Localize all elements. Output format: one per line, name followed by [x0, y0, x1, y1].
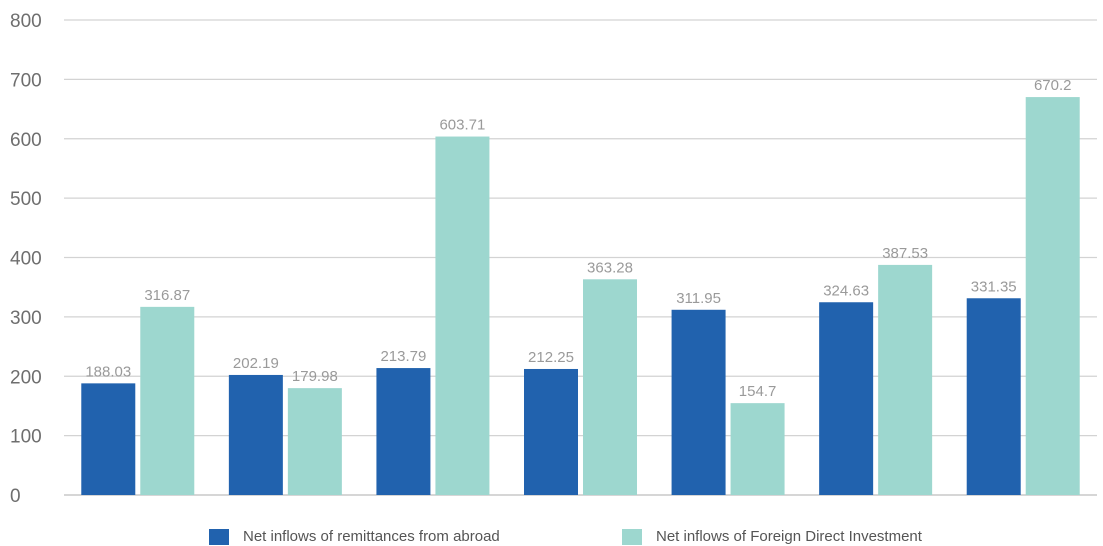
bar-remittances: [671, 309, 726, 495]
bar-remittances: [524, 368, 578, 495]
bar-remittances: [376, 368, 431, 495]
data-label-remittances: 202.19: [233, 355, 279, 372]
legend-swatch-fdi: [622, 528, 642, 545]
bar-fdi: [435, 136, 490, 495]
bar-fdi: [140, 306, 195, 495]
data-label-remittances: 324.63: [823, 282, 869, 299]
data-label-remittances: 311.95: [676, 290, 721, 307]
gridlines: [64, 19, 1097, 496]
data-label-remittances: 213.79: [380, 348, 426, 365]
bar-fdi: [583, 279, 637, 495]
y-tick-label: 500: [10, 189, 42, 210]
legend-item-remittances: Net inflows of remittances from abroad: [209, 528, 500, 545]
bar-remittances: [81, 383, 136, 495]
data-label-remittances: 212.25: [528, 349, 574, 366]
y-tick-label: 100: [10, 427, 42, 448]
data-label-fdi: 154.7: [739, 383, 777, 400]
data-label-fdi: 316.87: [144, 287, 190, 304]
data-label-fdi: 603.71: [439, 117, 485, 134]
bar-fdi: [730, 403, 785, 495]
bar-fdi: [1025, 97, 1080, 495]
data-label-fdi: 363.28: [587, 259, 633, 276]
y-tick-label: 0: [10, 486, 21, 507]
legend: Net inflows of remittances from abroad N…: [0, 526, 1103, 546]
y-tick-label: 200: [10, 367, 42, 388]
data-labels: 188.03 316.87 202.19 179.98 213.79 603.71 212.…: [85, 77, 1071, 400]
data-label-fdi: 670.2: [1034, 77, 1072, 94]
bar-remittances: [966, 298, 1021, 495]
legend-label-fdi: Net inflows of Foreign Direct Investment: [656, 528, 922, 545]
bar-remittances: [819, 302, 874, 495]
legend-label-remittances: Net inflows of remittances from abroad: [243, 528, 500, 545]
data-label-remittances: 331.35: [971, 278, 1017, 295]
legend-item-fdi: Net inflows of Foreign Direct Investment: [622, 528, 922, 545]
bar-fdi: [878, 264, 933, 495]
data-label-fdi: 179.98: [292, 368, 338, 385]
y-tick-label: 600: [10, 130, 42, 151]
data-label-remittances: 188.03: [85, 363, 131, 380]
y-tick-label: 400: [10, 249, 42, 270]
data-label-fdi: 387.53: [882, 245, 928, 262]
bars: [81, 97, 1080, 495]
bar-chart: 0 100 200 300 400 500 600 700 800 188.03 316.87 20…: [10, 11, 1097, 507]
y-tick-label: 300: [10, 308, 42, 329]
y-tick-label: 800: [10, 11, 42, 32]
y-tick-label: 700: [10, 70, 42, 91]
legend-swatch-remittances: [209, 528, 229, 545]
bar-remittances: [228, 374, 283, 495]
y-axis-tick-labels: 0 100 200 300 400 500 600 700 800: [10, 11, 42, 507]
bar-fdi: [287, 388, 342, 495]
